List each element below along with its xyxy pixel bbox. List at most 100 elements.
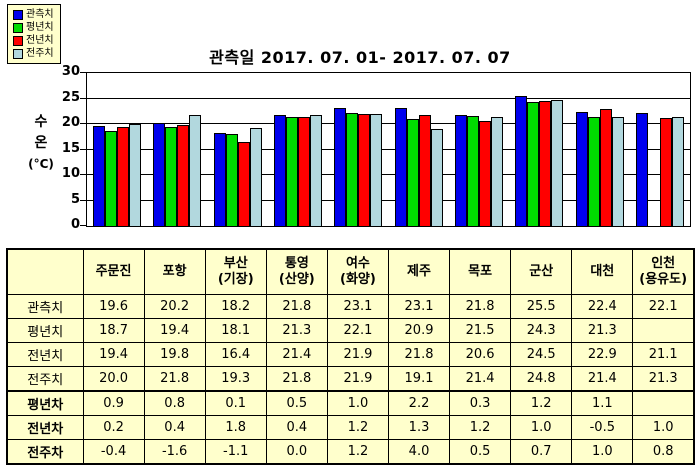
- bar-관측치: [274, 114, 287, 226]
- table-cell: 22.1: [326, 318, 389, 343]
- y-tick-mark: [80, 72, 86, 73]
- legend-item: 관측치: [13, 9, 54, 20]
- bar-관측치: [515, 95, 528, 226]
- table-cell: 21.8: [265, 294, 328, 319]
- table-cell: 21.9: [326, 342, 389, 367]
- column-header: 포항: [143, 248, 206, 295]
- table-cell: 23.1: [387, 294, 451, 319]
- table-cell: 19.4: [82, 342, 145, 367]
- column-header: 군산: [510, 248, 573, 295]
- table-cell: -0.5: [571, 415, 634, 440]
- table-cell: 0.5: [265, 390, 328, 416]
- column-header-line: 주문진: [95, 264, 132, 279]
- table-cell: 0.4: [265, 415, 328, 440]
- y-tick-label: 10: [61, 166, 80, 181]
- y-tick-label: 30: [61, 64, 80, 79]
- bar-관측치: [93, 126, 106, 226]
- y-tick-label: 20: [61, 115, 80, 130]
- table-cell: [632, 390, 695, 416]
- table-cell: 22.4: [571, 294, 634, 319]
- column-header-line: 여수: [345, 256, 370, 271]
- table-cell: 18.2: [204, 294, 267, 319]
- y-tick-mark: [80, 148, 86, 150]
- column-header-line: (용유도): [639, 272, 688, 287]
- chart-title: 관측일 2017. 07. 01- 2017. 07. 07: [209, 48, 511, 67]
- legend-item: 평년치: [13, 22, 54, 33]
- bar-전주치: [370, 114, 383, 226]
- table-cell: 19.1: [387, 366, 451, 392]
- legend-label: 전년치: [26, 35, 54, 46]
- table-cell: 19.3: [204, 366, 267, 392]
- table-cell: 20.9: [387, 318, 451, 343]
- column-header: 인천 (용유도): [632, 248, 695, 295]
- table-cell: 0.7: [510, 439, 573, 465]
- column-header-line: 통영: [284, 256, 309, 271]
- bar-전주치: [310, 114, 323, 226]
- table-cell: 21.5: [449, 318, 512, 343]
- bar-group-3: [208, 73, 268, 226]
- bar-전년치: [599, 109, 612, 226]
- table-cell: 23.1: [326, 294, 389, 319]
- table-cell: 21.3: [571, 318, 634, 343]
- table-row: 평년치 18.7 19.4 18.1 21.3 22.1 20.9 21.5 24.3 21.3: [6, 318, 695, 343]
- bar-group-4: [268, 73, 328, 226]
- chart-plot: [86, 72, 691, 227]
- y-tick-label: 25: [61, 89, 80, 105]
- row-label: 전년차: [6, 415, 84, 440]
- bar-전년치: [117, 127, 130, 226]
- column-header: 부산 (기장): [204, 248, 267, 295]
- chart-legend: 관측치 평년치 전년치 전주치: [7, 4, 61, 64]
- gridline: [87, 123, 690, 124]
- gridline: [87, 174, 690, 175]
- table-cell: 21.9: [326, 366, 389, 392]
- table-cell: 21.8: [387, 342, 451, 367]
- bar-group-8: [509, 73, 569, 226]
- table-cell: 0.8: [143, 390, 206, 416]
- bar-group-10: [630, 73, 690, 226]
- table-cell: 1.8: [204, 415, 267, 440]
- table-cell: 21.4: [265, 342, 328, 367]
- corner-cell: [6, 248, 84, 295]
- y-axis-label: 수 온 (°C): [18, 112, 64, 175]
- column-header: 주문진: [82, 248, 145, 295]
- y-tick-label: 5: [70, 191, 80, 207]
- bar-전년치: [358, 114, 371, 226]
- bar-group-7: [449, 73, 509, 226]
- legend-swatch-icon: [13, 35, 23, 46]
- table-row: 관측치 19.6 20.2 18.2 21.8 23.1 23.1 21.8 25.5 22.4 2…: [6, 294, 695, 319]
- bar-전주치: [611, 116, 624, 226]
- column-header-line: 군산: [529, 264, 554, 279]
- bar-관측치: [213, 133, 226, 226]
- table-cell: 21.8: [449, 294, 512, 319]
- bar-평년치: [165, 127, 178, 226]
- table-cell: 1.0: [571, 439, 634, 465]
- y-tick-mark: [80, 199, 86, 201]
- y-axis-label-line: 온: [34, 135, 48, 151]
- table-row: 전년차 0.2 0.4 1.8 0.4 1.2 1.3 1.2 1.0 -0.5 1.0: [6, 415, 695, 440]
- bar-전년치: [478, 120, 491, 226]
- column-header: 대천: [571, 248, 634, 295]
- bar-평년치: [286, 117, 299, 226]
- bar-관측치: [575, 111, 588, 226]
- table-cell: 21.1: [632, 342, 695, 367]
- legend-swatch-icon: [13, 22, 23, 33]
- bar-group-2: [147, 73, 207, 226]
- table-cell: 24.3: [510, 318, 573, 343]
- row-label: 관측치: [6, 294, 84, 319]
- table-cell: 1.0: [326, 390, 389, 416]
- y-tick-mark: [80, 225, 86, 226]
- y-tick-mark: [80, 97, 86, 99]
- table-cell: 19.4: [143, 318, 206, 343]
- table-cell: 1.2: [326, 415, 389, 440]
- legend-swatch-icon: [13, 9, 23, 20]
- chart-bars: [87, 73, 690, 226]
- row-label: 전주차: [6, 439, 84, 465]
- table-cell: 0.9: [82, 390, 145, 416]
- column-header: 제주: [387, 248, 451, 295]
- bar-group-6: [388, 73, 448, 226]
- legend-label: 평년치: [26, 22, 54, 33]
- table-cell: 0.1: [204, 390, 267, 416]
- table-cell: 0.2: [82, 415, 145, 440]
- table-cell: [632, 318, 695, 343]
